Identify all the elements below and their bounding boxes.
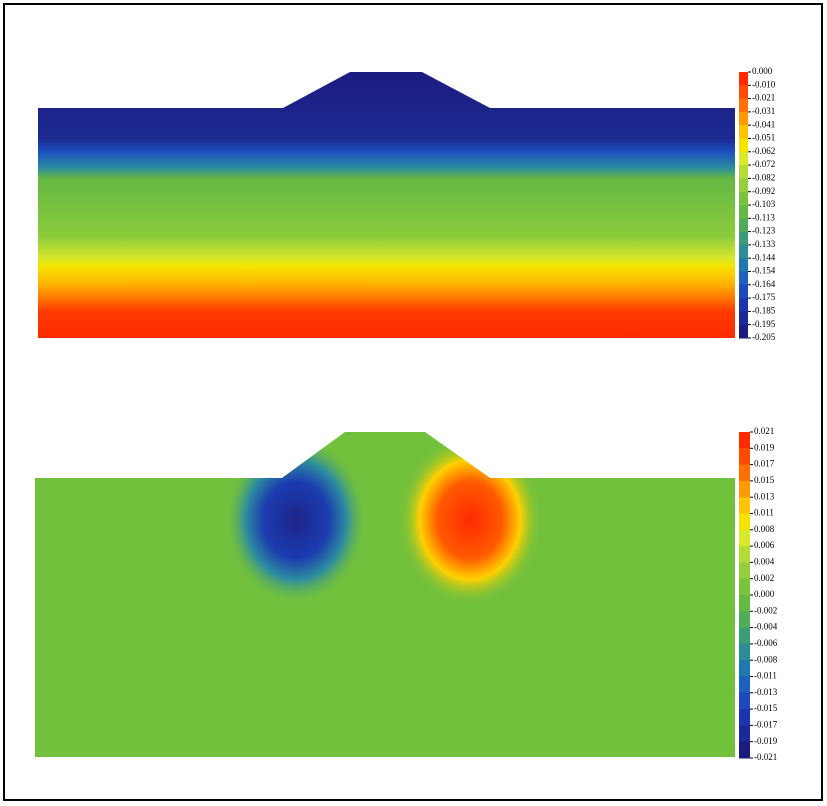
colorbar-label: -0.154 <box>752 266 776 276</box>
colorbar-label: -0.164 <box>752 279 776 289</box>
colorbar-segment <box>739 448 750 466</box>
colorbar-segment <box>739 271 748 286</box>
colorbar-segment <box>739 311 748 326</box>
colorbar-label: 0.004 <box>754 556 775 566</box>
contour-bottom <box>35 432 735 757</box>
colorbar-segment <box>739 231 748 246</box>
colorbar-segment <box>739 578 750 596</box>
colorbar-segment <box>739 138 748 153</box>
colorbar-label: -0.113 <box>752 212 775 222</box>
colorbar-label: -0.002 <box>754 605 777 615</box>
colorbar-segment <box>739 85 748 100</box>
colorbar-segment <box>739 692 750 710</box>
colorbar-segment <box>739 218 748 233</box>
colorbar-label: -0.006 <box>754 638 778 648</box>
colorbar-label: -0.185 <box>752 305 776 315</box>
colorbar-label: -0.205 <box>752 332 776 342</box>
colorbar-segment <box>739 258 748 272</box>
colorbar-label: 0.021 <box>754 426 774 436</box>
colorbar-label: -0.008 <box>754 654 778 664</box>
colorbar-label: -0.004 <box>754 622 778 632</box>
colorbar-label: -0.195 <box>752 319 776 329</box>
colorbar-segment <box>739 611 750 629</box>
colorbar-label: -0.062 <box>752 146 775 156</box>
colorbar-segment <box>739 298 748 312</box>
colorbar-label: 0.000 <box>754 589 775 599</box>
colorbar-segment <box>739 191 748 206</box>
colorbar-segment <box>739 432 750 449</box>
colorbar-label: 0.002 <box>754 573 774 583</box>
colorbar-label: 0.000 <box>752 66 773 76</box>
colorbar-label: -0.103 <box>752 199 776 209</box>
colorbar-label: -0.082 <box>752 172 775 182</box>
colorbar-label: 0.011 <box>754 508 774 518</box>
colorbar-label: -0.015 <box>754 703 778 713</box>
colorbar-segment <box>739 151 748 166</box>
colorbar-segment <box>739 464 750 482</box>
colorbar-segment <box>739 205 748 219</box>
colorbar-segment <box>739 627 750 645</box>
colorbar-label: -0.021 <box>752 93 775 103</box>
colorbar-segment <box>739 513 750 531</box>
colorbar-label: 0.006 <box>754 540 775 550</box>
background-field <box>35 432 735 757</box>
colorbar-label: -0.010 <box>752 79 776 89</box>
colorbar-label: -0.072 <box>752 159 775 169</box>
colorbar-label: -0.019 <box>754 736 778 746</box>
colorbar-label: -0.041 <box>752 119 775 129</box>
colorbar-segment <box>739 480 750 498</box>
colorbar-segment <box>739 284 748 299</box>
colorbar-label: -0.051 <box>752 133 775 143</box>
colorbar-label: -0.017 <box>754 719 778 729</box>
colorbar-segment <box>739 643 750 661</box>
colorbar-segment <box>739 125 748 139</box>
colorbar-segment <box>739 165 748 179</box>
colorbar-label: -0.123 <box>752 226 776 236</box>
colorbar-label: -0.011 <box>754 671 777 681</box>
colorbar-segment <box>739 595 750 612</box>
colorbar-segment <box>739 529 750 547</box>
colorbar-segment <box>739 676 750 694</box>
contour-top <box>38 72 735 338</box>
colorbar-label: 0.013 <box>754 491 775 501</box>
colorbar-label: -0.031 <box>752 106 775 116</box>
colorbar-segment <box>739 709 750 726</box>
colorbar-segment <box>739 741 750 759</box>
colorbar-label: -0.092 <box>752 186 775 196</box>
colorbar-label: 0.017 <box>754 459 775 469</box>
colorbar-segment <box>739 111 748 126</box>
colorbar-label: -0.013 <box>754 687 778 697</box>
colorbar-segment <box>739 562 750 580</box>
colorbar-label: -0.133 <box>752 239 776 249</box>
colorbar-label: 0.019 <box>754 442 775 452</box>
colorbar-segment <box>739 546 750 563</box>
colorbar-segment <box>739 72 748 86</box>
colorbar-segment <box>739 98 748 113</box>
colorbars: 0.000 -0.010 -0.021 -0.031 -0.041 -0.051 -0.06… <box>739 66 778 762</box>
colorbar-segment <box>739 244 748 259</box>
colorbar-segment <box>739 178 748 193</box>
negative-zone <box>224 435 368 605</box>
colorbar-segment <box>739 725 750 743</box>
colorbar-segment <box>739 497 750 514</box>
colorbar-label: 0.015 <box>754 475 775 485</box>
colorbar-label: -0.021 <box>754 752 777 762</box>
colorbar-label: 0.008 <box>754 524 775 534</box>
colorbar-label: -0.175 <box>752 292 776 302</box>
colorbar-segment <box>739 324 748 339</box>
frame <box>3 3 823 801</box>
positive-zone <box>398 435 542 605</box>
colorbar-label: -0.144 <box>752 252 776 262</box>
colorbar-segment <box>739 660 750 677</box>
